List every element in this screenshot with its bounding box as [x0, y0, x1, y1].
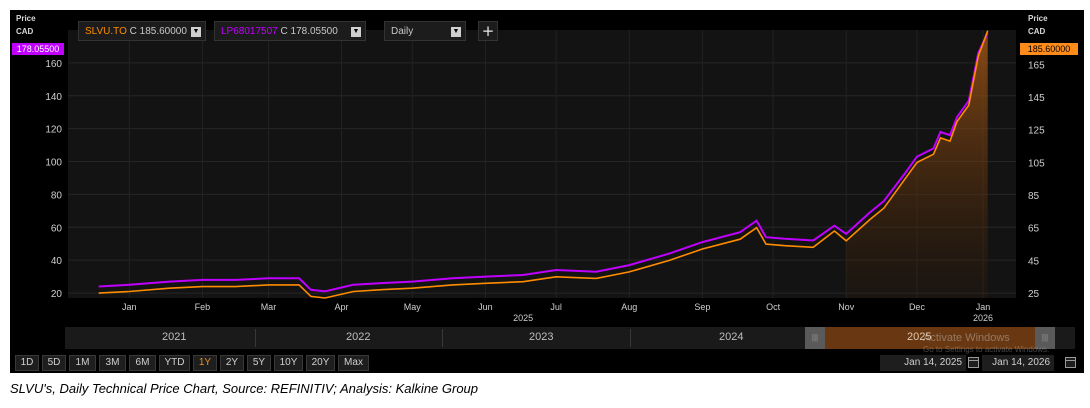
x-tick-label: Nov: [838, 302, 855, 312]
right-y-tick-label: 145: [1028, 93, 1045, 104]
price-chart[interactable]: 20 40 60 80 100 120 140 160 25 45 65 85 105 125 145 165…: [10, 10, 1084, 373]
left-y-tick-label: 120: [45, 125, 62, 136]
x-tick-label: Jan: [122, 302, 137, 312]
x-year-label: 2025: [513, 313, 533, 323]
x-tick-label: Apr: [335, 302, 349, 312]
date-to-field[interactable]: Jan 14, 2026: [982, 355, 1054, 371]
range-button-20y[interactable]: 20Y: [306, 355, 335, 371]
calendar-icon[interactable]: [968, 357, 979, 368]
range-button-10y[interactable]: 10Y: [274, 355, 303, 371]
activate-windows-watermark: Activate Windows: [923, 332, 1010, 344]
navigator-divider: [442, 329, 443, 347]
range-button-max[interactable]: Max: [338, 355, 369, 371]
navigator-year: 2021: [162, 331, 187, 343]
x-tick-label: Jan: [976, 302, 991, 312]
x-tick-label: Aug: [621, 302, 637, 312]
range-button-3m[interactable]: 3M: [99, 355, 126, 371]
navigator-divider: [630, 329, 631, 347]
navigator-year: 2023: [529, 331, 554, 343]
series1-value: C 185.60000: [129, 26, 187, 37]
navigator-left-handle[interactable]: |||: [805, 327, 825, 349]
range-button-ytd[interactable]: YTD: [159, 355, 190, 371]
x-tick-label: Jul: [550, 302, 562, 312]
left-last-value-badge: 178.05500: [12, 43, 64, 55]
left-y-tick-label: 20: [51, 289, 63, 300]
left-y-tick-label: 160: [45, 59, 62, 70]
right-axis-title: Price: [1028, 14, 1048, 23]
right-axis-currency: CAD: [1028, 27, 1046, 36]
left-y-tick-label: 140: [45, 92, 62, 103]
range-button-1y[interactable]: 1Y: [193, 355, 217, 371]
x-tick-label: Jun: [478, 302, 493, 312]
left-y-tick-label: 40: [51, 256, 63, 267]
series2-symbol: LP68017507: [221, 26, 278, 37]
left-y-tick-label: 100: [45, 158, 62, 169]
navigator-year: 2022: [346, 331, 371, 343]
x-tick-label: Sep: [694, 302, 710, 312]
right-y-tick-label: 125: [1028, 126, 1045, 137]
navigator-year: 2025: [907, 331, 932, 343]
interval-dropdown[interactable]: Daily ▼: [384, 21, 466, 41]
x-year-label: 2026: [973, 313, 993, 323]
left-axis-title: Price: [16, 14, 36, 23]
figure-caption: SLVU's, Daily Technical Price Chart, Sou…: [10, 381, 479, 396]
time-navigator[interactable]: 2021 2022 2023 2024 2025 ||| |||: [65, 327, 1075, 349]
navigator-right-handle[interactable]: |||: [1035, 327, 1055, 349]
add-series-button[interactable]: +: [478, 21, 498, 41]
right-y-tick-label: 105: [1028, 158, 1045, 169]
chart-panel: 20 40 60 80 100 120 140 160 25 45 65 85 105 125 145 165…: [10, 10, 1084, 373]
left-axis-currency: CAD: [16, 27, 34, 36]
chevron-down-icon[interactable]: ▼: [191, 27, 201, 37]
series-line-slvu: [98, 30, 989, 299]
x-tick-label: Mar: [261, 302, 277, 312]
x-tick-label: Oct: [766, 302, 781, 312]
interval-label: Daily: [391, 26, 414, 37]
left-y-tick-label: 60: [51, 223, 63, 234]
right-y-tick-label: 165: [1028, 60, 1045, 71]
chevron-down-icon[interactable]: ▼: [351, 27, 361, 37]
right-y-tick-label: 45: [1028, 256, 1040, 267]
range-button-5y[interactable]: 5Y: [247, 355, 271, 371]
date-from-field[interactable]: Jan 14, 2025: [880, 355, 966, 371]
left-y-tick-label: 80: [51, 190, 63, 201]
series2-selector[interactable]: LP68017507 C 178.05500 ▼: [214, 21, 366, 41]
right-y-tick-label: 85: [1028, 191, 1040, 202]
activate-windows-subtext: Go to Settings to activate Windows.: [923, 345, 1050, 354]
range-button-5d[interactable]: 5D: [42, 355, 66, 371]
series2-value: C 178.05500: [280, 26, 338, 37]
range-button-1d[interactable]: 1D: [15, 355, 39, 371]
right-y-tick-label: 65: [1028, 224, 1040, 235]
right-y-tick-label: 25: [1028, 289, 1040, 300]
chevron-down-icon[interactable]: ▼: [451, 27, 461, 37]
right-last-value-badge: 185.60000: [1020, 43, 1078, 55]
series-line-lp68017507: [98, 32, 989, 293]
series1-selector[interactable]: SLVU.TO C 185.60000 ▼: [78, 21, 206, 41]
navigator-divider: [255, 329, 256, 347]
range-button-6m[interactable]: 6M: [129, 355, 156, 371]
x-tick-label: May: [404, 302, 422, 312]
x-tick-label: Dec: [909, 302, 926, 312]
x-tick-label: Feb: [195, 302, 211, 312]
range-button-2y[interactable]: 2Y: [220, 355, 244, 371]
calendar-icon[interactable]: [1065, 357, 1076, 368]
navigator-selection[interactable]: [823, 327, 1043, 349]
series1-symbol: SLVU.TO: [85, 26, 127, 37]
series-area-fill: [846, 30, 988, 299]
range-button-1m[interactable]: 1M: [69, 355, 96, 371]
navigator-year: 2024: [719, 331, 744, 343]
